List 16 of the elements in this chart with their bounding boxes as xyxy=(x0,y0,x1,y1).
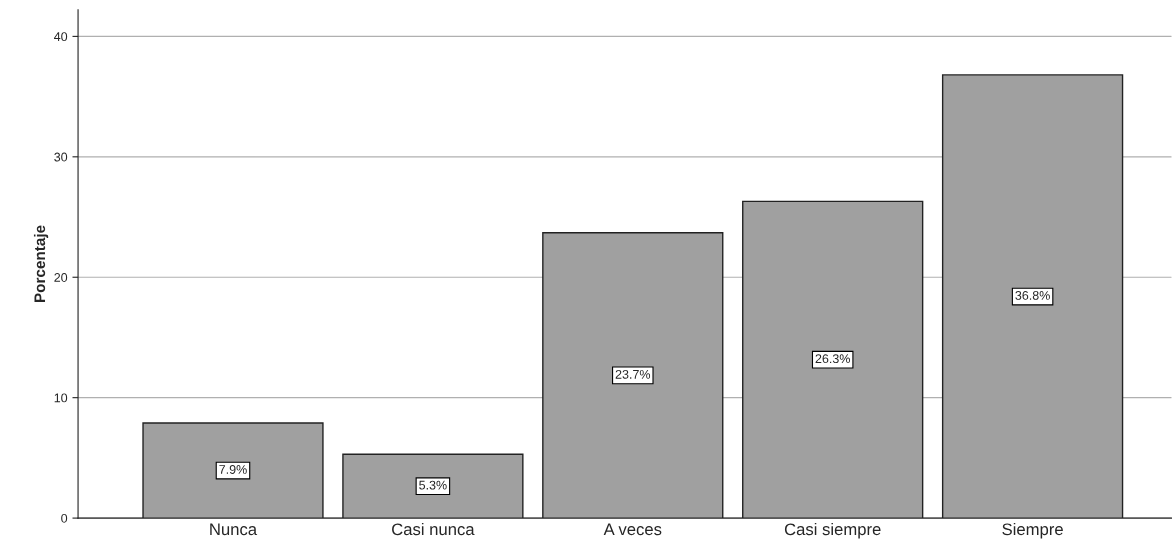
x-tick-label: Siempre xyxy=(1002,522,1063,539)
y-tick-label: 40 xyxy=(54,32,68,42)
data-label: 7.9% xyxy=(219,465,247,474)
y-tick-label: 0 xyxy=(61,513,68,523)
x-tick-label: A veces xyxy=(603,523,662,536)
x-tick-label: Casi nunca xyxy=(392,522,475,536)
y-tick-label: 20 xyxy=(54,273,68,282)
x-tick-label: Nunca xyxy=(210,523,258,536)
y-tick-label: 10 xyxy=(54,393,68,403)
data-label: 23.7% xyxy=(615,369,651,379)
data-label: 5.3% xyxy=(419,480,447,490)
x-tick-label: Casi siempre xyxy=(784,522,881,539)
data-label: 36.8% xyxy=(1015,291,1050,300)
data-label: 26.3% xyxy=(815,354,850,364)
y-axis-title: Porcentaje xyxy=(33,225,49,303)
y-tick-label: 30 xyxy=(54,152,68,162)
